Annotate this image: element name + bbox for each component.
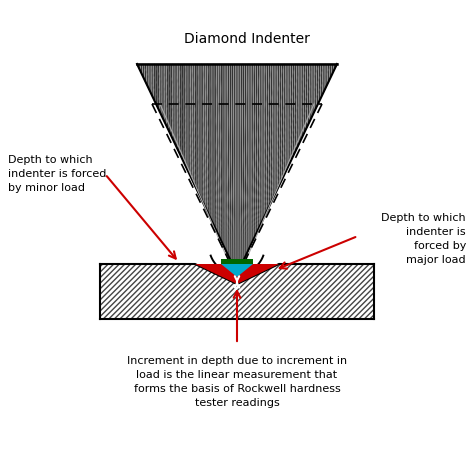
Text: Depth to which
indenter is
forced by
major load: Depth to which indenter is forced by maj… <box>382 213 466 265</box>
Text: Diamond Indenter: Diamond Indenter <box>184 32 310 46</box>
Polygon shape <box>100 264 374 319</box>
Polygon shape <box>195 264 279 284</box>
Text: Depth to which
indenter is forced
by minor load: Depth to which indenter is forced by min… <box>8 155 106 193</box>
Polygon shape <box>137 64 337 272</box>
Text: Increment in depth due to increment in
load is the linear measurement that
forms: Increment in depth due to increment in l… <box>127 356 347 408</box>
Polygon shape <box>221 264 253 277</box>
Polygon shape <box>221 259 253 264</box>
